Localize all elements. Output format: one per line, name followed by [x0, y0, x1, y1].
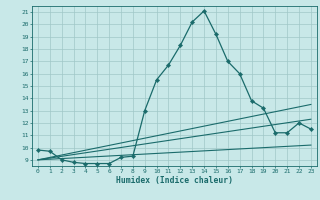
- X-axis label: Humidex (Indice chaleur): Humidex (Indice chaleur): [116, 176, 233, 185]
